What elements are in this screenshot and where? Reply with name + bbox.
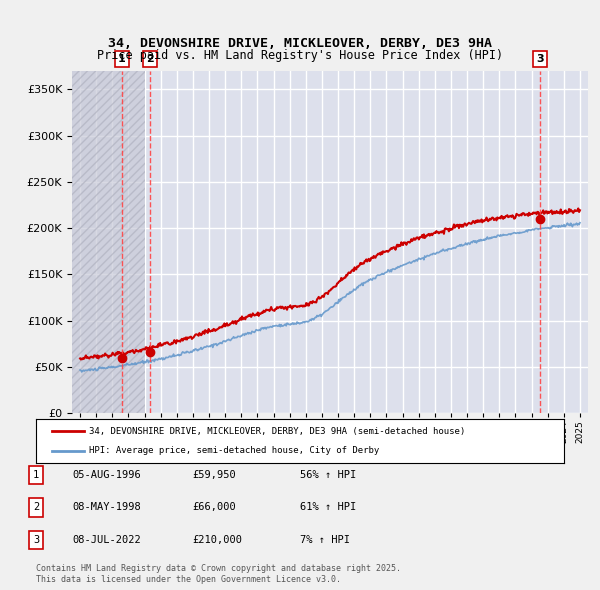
Text: Price paid vs. HM Land Registry's House Price Index (HPI): Price paid vs. HM Land Registry's House … [97,49,503,62]
Text: HPI: Average price, semi-detached house, City of Derby: HPI: Average price, semi-detached house,… [89,446,379,455]
Text: 08-JUL-2022: 08-JUL-2022 [72,535,141,545]
Text: 2: 2 [33,503,39,512]
Text: £210,000: £210,000 [192,535,242,545]
Text: 08-MAY-1998: 08-MAY-1998 [72,503,141,512]
Text: 34, DEVONSHIRE DRIVE, MICKLEOVER, DERBY, DE3 9HA: 34, DEVONSHIRE DRIVE, MICKLEOVER, DERBY,… [108,37,492,50]
Text: 1: 1 [118,54,126,64]
Text: 7% ↑ HPI: 7% ↑ HPI [300,535,350,545]
Text: Contains HM Land Registry data © Crown copyright and database right 2025.: Contains HM Land Registry data © Crown c… [36,565,401,573]
Bar [72,61,145,413]
Text: This data is licensed under the Open Government Licence v3.0.: This data is licensed under the Open Gov… [36,575,341,584]
Text: £59,950: £59,950 [192,470,236,480]
Text: £66,000: £66,000 [192,503,236,512]
Text: 2: 2 [146,54,154,64]
Text: 56% ↑ HPI: 56% ↑ HPI [300,470,356,480]
Text: 1: 1 [33,470,39,480]
Text: 3: 3 [536,54,544,64]
Text: 34, DEVONSHIRE DRIVE, MICKLEOVER, DERBY, DE3 9HA (semi-detached house): 34, DEVONSHIRE DRIVE, MICKLEOVER, DERBY,… [89,427,465,436]
Text: 3: 3 [33,535,39,545]
Text: 05-AUG-1996: 05-AUG-1996 [72,470,141,480]
Text: 61% ↑ HPI: 61% ↑ HPI [300,503,356,512]
